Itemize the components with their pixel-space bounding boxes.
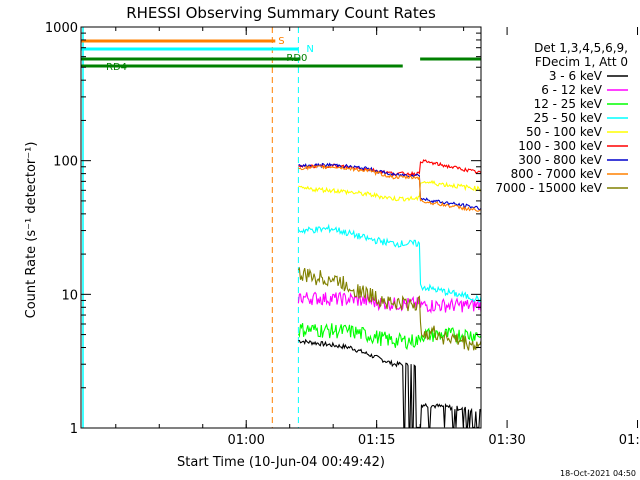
legend-label-5: 100 - 300 keV [518,139,602,153]
y-axis-label: Count Rate (s⁻¹ detector⁻¹) [24,142,39,319]
x-tick-label-1: 01:15 [358,433,395,448]
legend-label-0: 3 - 6 keV [549,69,603,83]
flag-label-rd4: RD4 [106,62,127,73]
series-line-7 [298,164,481,212]
y-tick-label-2: 100 [53,155,78,170]
legend: Det 1,3,4,5,6,9, FDecim 1, Att 0 3 - 6 k… [495,41,628,195]
series-line-5 [298,159,481,177]
y-tick-label-0: 1 [70,422,78,437]
flag-label-s: S [278,36,284,47]
legend-label-3: 25 - 50 keV [534,111,603,125]
x-tick-label-2: 01:30 [488,433,525,448]
flag-label-n: N [306,44,313,55]
legend-label-7: 800 - 7000 keV [511,167,603,181]
timestamp: 18-Oct-2021 04:50 [560,469,636,478]
legend-header-1: Det 1,3,4,5,6,9, [534,41,628,55]
series-line-1 [297,291,481,314]
series-line-3 [297,223,481,303]
chart-title: RHESSI Observing Summary Count Rates [126,4,436,22]
legend-label-1: 6 - 12 keV [541,83,603,97]
x-axis-label: Start Time (10-Jun-04 00:49:42) [177,455,385,470]
flag-label-rd0: RD0 [286,53,307,64]
series-line-8 [297,266,481,351]
x-tick-label-0: 01:00 [227,433,264,448]
series-line-0 [298,338,481,428]
legend-label-6: 300 - 800 keV [518,153,602,167]
legend-label-2: 12 - 25 keV [534,97,603,111]
series-line-4 [298,179,481,202]
plot-frame [80,26,482,429]
y-tick-label-1: 10 [61,288,78,303]
legend-header-2: FDecim 1, Att 0 [535,55,628,69]
legend-label-4: 50 - 100 keV [526,125,603,139]
legend-label-8: 7000 - 15000 keV [495,181,602,195]
x-tick-label-3: 01:45 [619,433,640,448]
series-line-2 [297,323,481,351]
y-tick-label-3: 1000 [45,21,78,36]
